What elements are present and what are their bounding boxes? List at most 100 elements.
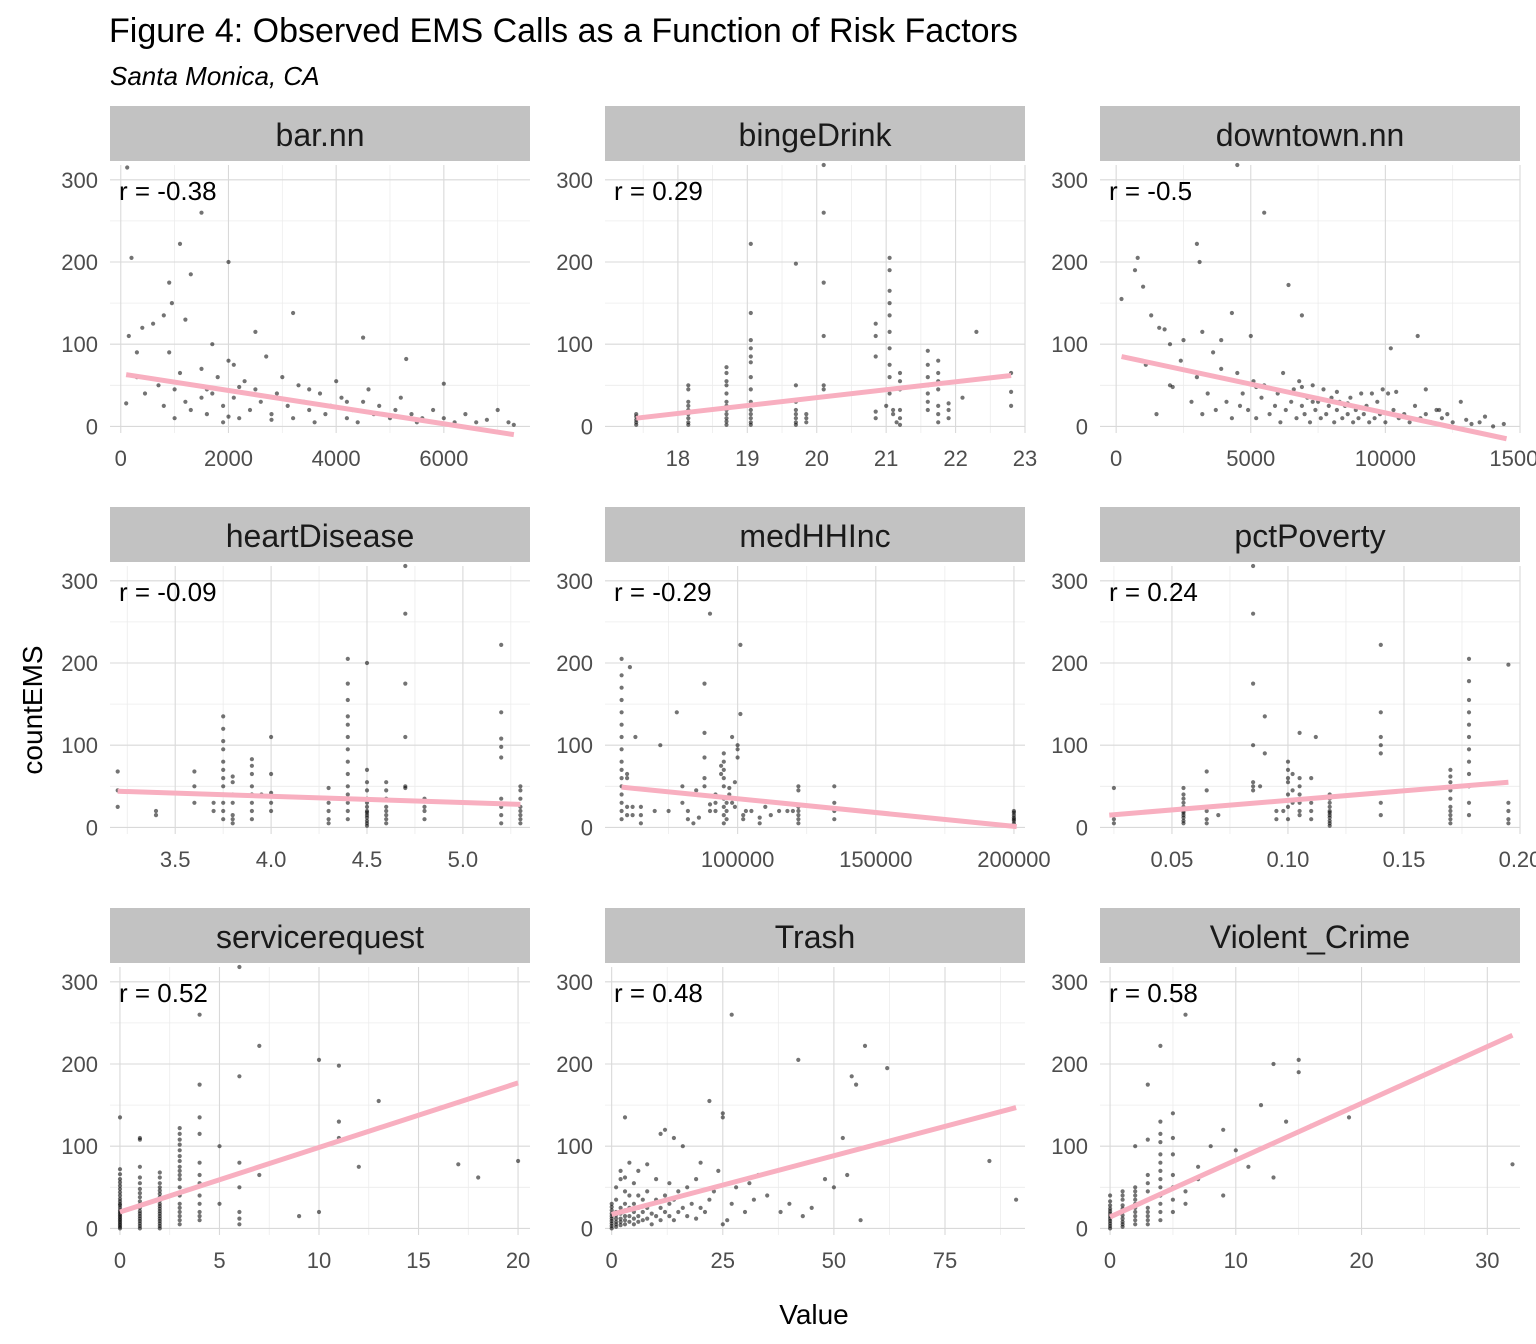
- data-point: [1132, 268, 1138, 273]
- data-point: [364, 780, 370, 785]
- data-point: [1158, 1160, 1163, 1165]
- data-point: [1372, 416, 1377, 421]
- data-point: [1133, 1197, 1138, 1202]
- data-point: [1289, 399, 1294, 404]
- x-tick-label: 30: [1475, 1248, 1499, 1273]
- data-point: [936, 412, 941, 417]
- data-point: [230, 817, 235, 822]
- data-point: [317, 391, 323, 396]
- data-point: [698, 1160, 703, 1165]
- data-point: [456, 1162, 461, 1167]
- data-point: [821, 280, 826, 285]
- data-point: [1297, 730, 1302, 736]
- data-point: [1262, 210, 1267, 215]
- data-point: [631, 1222, 637, 1227]
- data-point: [1318, 416, 1323, 421]
- data-point: [619, 817, 624, 822]
- data-point: [887, 255, 892, 260]
- data-point: [1108, 1203, 1113, 1208]
- data-point: [1009, 403, 1014, 408]
- data-point: [686, 420, 691, 425]
- data-point: [654, 1177, 659, 1182]
- data-point: [619, 800, 624, 805]
- data-point: [622, 1214, 628, 1219]
- data-point: [137, 1164, 142, 1169]
- data-point: [296, 383, 301, 388]
- data-point: [729, 1012, 734, 1017]
- data-point: [804, 420, 809, 425]
- data-point: [1213, 407, 1218, 413]
- data-point: [887, 268, 892, 273]
- data-point: [854, 1082, 859, 1087]
- data-point: [384, 804, 389, 810]
- data-point: [1183, 1201, 1188, 1206]
- data-point: [137, 1181, 142, 1186]
- data-point: [326, 808, 331, 814]
- data-point: [936, 420, 941, 425]
- data-point: [431, 407, 436, 413]
- data-point: [743, 808, 749, 814]
- data-point: [667, 1214, 672, 1219]
- data-point: [1133, 1218, 1138, 1223]
- y-tick-label: 300: [1051, 569, 1088, 594]
- data-point: [422, 817, 427, 822]
- data-points: [115, 563, 523, 828]
- data-point: [702, 755, 707, 760]
- data-point: [269, 417, 274, 422]
- data-point: [614, 1185, 619, 1190]
- data-point: [463, 412, 468, 417]
- data-point: [891, 412, 896, 417]
- data-point: [215, 375, 220, 380]
- facet-strip-label: pctPoverty: [1234, 518, 1385, 554]
- data-point: [1170, 1209, 1175, 1215]
- data-point: [741, 817, 746, 822]
- data-point: [518, 808, 523, 814]
- y-tick-label: 300: [556, 970, 593, 995]
- data-point: [1391, 407, 1396, 413]
- data-point: [618, 1168, 623, 1173]
- data-point: [230, 774, 235, 779]
- data-point: [197, 1218, 202, 1223]
- correlation-label: r = -0.38: [119, 176, 217, 206]
- data-point: [724, 808, 729, 814]
- data-point: [157, 1170, 162, 1175]
- data-point: [441, 416, 446, 421]
- data-point: [226, 358, 231, 363]
- data-point: [748, 241, 753, 246]
- data-point: [645, 1216, 650, 1221]
- data-point: [1224, 399, 1229, 404]
- data-point: [157, 1191, 162, 1196]
- data-point: [609, 1208, 614, 1213]
- data-point: [822, 1177, 828, 1182]
- data-point: [345, 734, 350, 740]
- data-point: [197, 1209, 202, 1215]
- data-point: [1133, 1189, 1138, 1194]
- data-point: [1324, 412, 1329, 417]
- data-point: [1221, 1193, 1226, 1198]
- fit-line: [117, 788, 521, 807]
- data-point: [199, 210, 204, 215]
- y-tick-label: 300: [556, 168, 593, 193]
- data-point: [711, 1189, 717, 1194]
- data-point: [249, 808, 254, 814]
- y-tick-label: 300: [1051, 168, 1088, 193]
- data-point: [724, 383, 729, 388]
- data-point: [946, 401, 951, 406]
- data-point: [696, 815, 702, 820]
- data-point: [974, 329, 979, 334]
- data-point: [631, 1201, 637, 1206]
- data-point: [619, 710, 624, 715]
- data-point: [115, 769, 120, 774]
- data-point: [1469, 421, 1474, 427]
- data-point: [1491, 424, 1496, 429]
- data-point: [625, 776, 630, 781]
- data-point: [364, 808, 370, 814]
- data-point: [231, 395, 236, 400]
- facet-strip: [110, 908, 530, 963]
- data-point: [364, 788, 370, 793]
- data-point: [1297, 379, 1302, 384]
- data-point: [619, 808, 624, 814]
- data-point: [619, 792, 624, 797]
- data-point: [1119, 296, 1124, 302]
